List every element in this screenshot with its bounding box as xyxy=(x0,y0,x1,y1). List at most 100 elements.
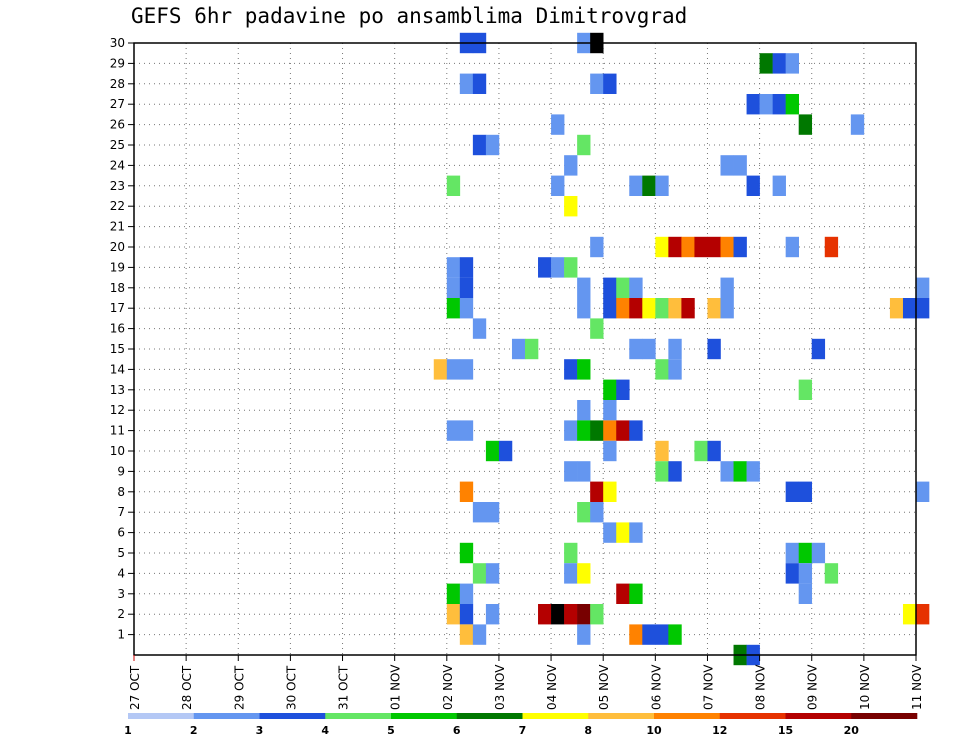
heatmap-cell xyxy=(785,53,799,74)
heatmap-cell xyxy=(577,359,591,380)
heatmap-cell xyxy=(629,338,643,360)
heatmap-cell xyxy=(733,236,747,258)
heatmap-cell xyxy=(577,624,591,645)
colorbar-swatch xyxy=(588,713,655,719)
heatmap-cell xyxy=(577,400,591,421)
heatmap-cell xyxy=(551,257,565,278)
heatmap-cell xyxy=(629,298,643,319)
y-tick-label: 1 xyxy=(117,628,125,642)
heatmap-cell xyxy=(446,359,461,380)
heatmap-cell xyxy=(642,338,656,360)
heatmap-cell xyxy=(629,522,643,543)
y-tick-label: 28 xyxy=(110,77,125,91)
heatmap-cell xyxy=(668,236,682,258)
heatmap-cell xyxy=(459,277,474,298)
heatmap-cell xyxy=(616,277,630,298)
heatmap-cell xyxy=(746,94,760,115)
x-tick-label: 09 NOV xyxy=(806,664,820,710)
heatmap-cell xyxy=(772,175,786,196)
heatmap-cell xyxy=(538,604,552,625)
heatmap-cell xyxy=(681,298,695,319)
x-tick-label: 05 NOV xyxy=(597,664,611,710)
heatmap-cell xyxy=(668,298,682,319)
y-tick-label: 21 xyxy=(110,220,125,234)
x-tick-label: 28 OCT xyxy=(180,665,194,710)
colorbar-swatch xyxy=(325,713,392,719)
heatmap-cell xyxy=(902,298,917,319)
heatmap-cell xyxy=(551,114,565,135)
heatmap-cell xyxy=(590,318,604,339)
heatmap-cell xyxy=(446,175,461,196)
colorbar-swatch xyxy=(128,713,195,719)
heatmap-cell xyxy=(707,236,721,258)
y-tick-label: 13 xyxy=(110,383,125,397)
heatmap-cell xyxy=(798,481,813,502)
heatmap-cell xyxy=(603,73,617,94)
heatmap-cell xyxy=(707,338,721,360)
heatmap-cell xyxy=(459,583,474,604)
y-tick-label: 18 xyxy=(110,281,125,295)
heatmap-cell xyxy=(642,624,656,645)
y-tick-label: 15 xyxy=(110,342,125,356)
heatmap-cell xyxy=(446,583,461,604)
heatmap-cell xyxy=(498,440,513,462)
heatmap-cell xyxy=(577,298,591,319)
colorbar-label: 1 xyxy=(124,724,132,737)
heatmap-cell xyxy=(785,94,799,115)
x-tick-label: 03 NOV xyxy=(493,664,507,710)
heatmap-cell xyxy=(459,481,474,502)
heatmap-cell xyxy=(916,298,930,319)
y-tick-label: 17 xyxy=(110,301,125,315)
heatmap-cell xyxy=(590,604,604,625)
heatmap-cell xyxy=(746,175,760,196)
colorbar-label: 8 xyxy=(584,724,592,737)
heatmap-cell xyxy=(472,134,487,156)
heatmap-cell xyxy=(889,298,904,319)
heatmap-cell xyxy=(720,461,734,482)
heatmap-cell xyxy=(485,563,500,584)
heatmap-cell xyxy=(798,583,813,604)
heatmap-cell xyxy=(811,338,826,360)
y-tick-label: 14 xyxy=(110,362,125,376)
heatmap-cell xyxy=(668,338,682,360)
heatmap-cell xyxy=(811,542,826,564)
x-tick-label: 31 OCT xyxy=(337,665,351,710)
heatmap-cell xyxy=(902,604,917,625)
heatmap-cell xyxy=(720,155,734,176)
colorbar-label: 4 xyxy=(321,724,329,737)
heatmap-cell xyxy=(577,563,591,584)
heatmap-cell xyxy=(446,277,461,298)
heatmap-cell xyxy=(629,175,643,196)
heatmap-cell xyxy=(785,542,799,564)
heatmap-cell xyxy=(655,624,669,645)
heatmap-cell xyxy=(655,359,669,380)
heatmap-cell xyxy=(603,481,617,502)
heatmap-cell xyxy=(798,114,813,135)
x-tick-label: 01 NOV xyxy=(389,664,403,710)
y-tick-label: 26 xyxy=(110,118,125,132)
x-tick-label: 04 NOV xyxy=(545,664,559,710)
heatmap-cell xyxy=(733,155,747,176)
heatmap-cell xyxy=(655,236,669,258)
heatmap-cell xyxy=(916,277,930,298)
heatmap-cell xyxy=(446,257,461,278)
heatmap-cell xyxy=(668,461,682,482)
heatmap-cell xyxy=(603,420,617,441)
colorbar-label: 5 xyxy=(387,724,395,737)
heatmap-cell xyxy=(798,563,813,584)
y-tick-label: 7 xyxy=(117,505,125,519)
heatmap-cell xyxy=(446,420,461,441)
heatmap-cell xyxy=(772,53,786,74)
x-tick-label: 10 NOV xyxy=(858,664,872,710)
colorbar-swatch xyxy=(785,713,852,719)
y-tick-label: 6 xyxy=(117,526,125,540)
heatmap-cell xyxy=(459,73,474,94)
heatmap-cell xyxy=(538,257,552,278)
heatmap-cell xyxy=(668,359,682,380)
heatmap-cell xyxy=(485,502,500,523)
colorbar-swatch xyxy=(719,713,786,719)
heatmap-cell xyxy=(459,420,474,441)
heatmap-cell xyxy=(733,461,747,482)
heatmap-cell xyxy=(616,583,630,604)
heatmap-cell xyxy=(577,134,591,156)
